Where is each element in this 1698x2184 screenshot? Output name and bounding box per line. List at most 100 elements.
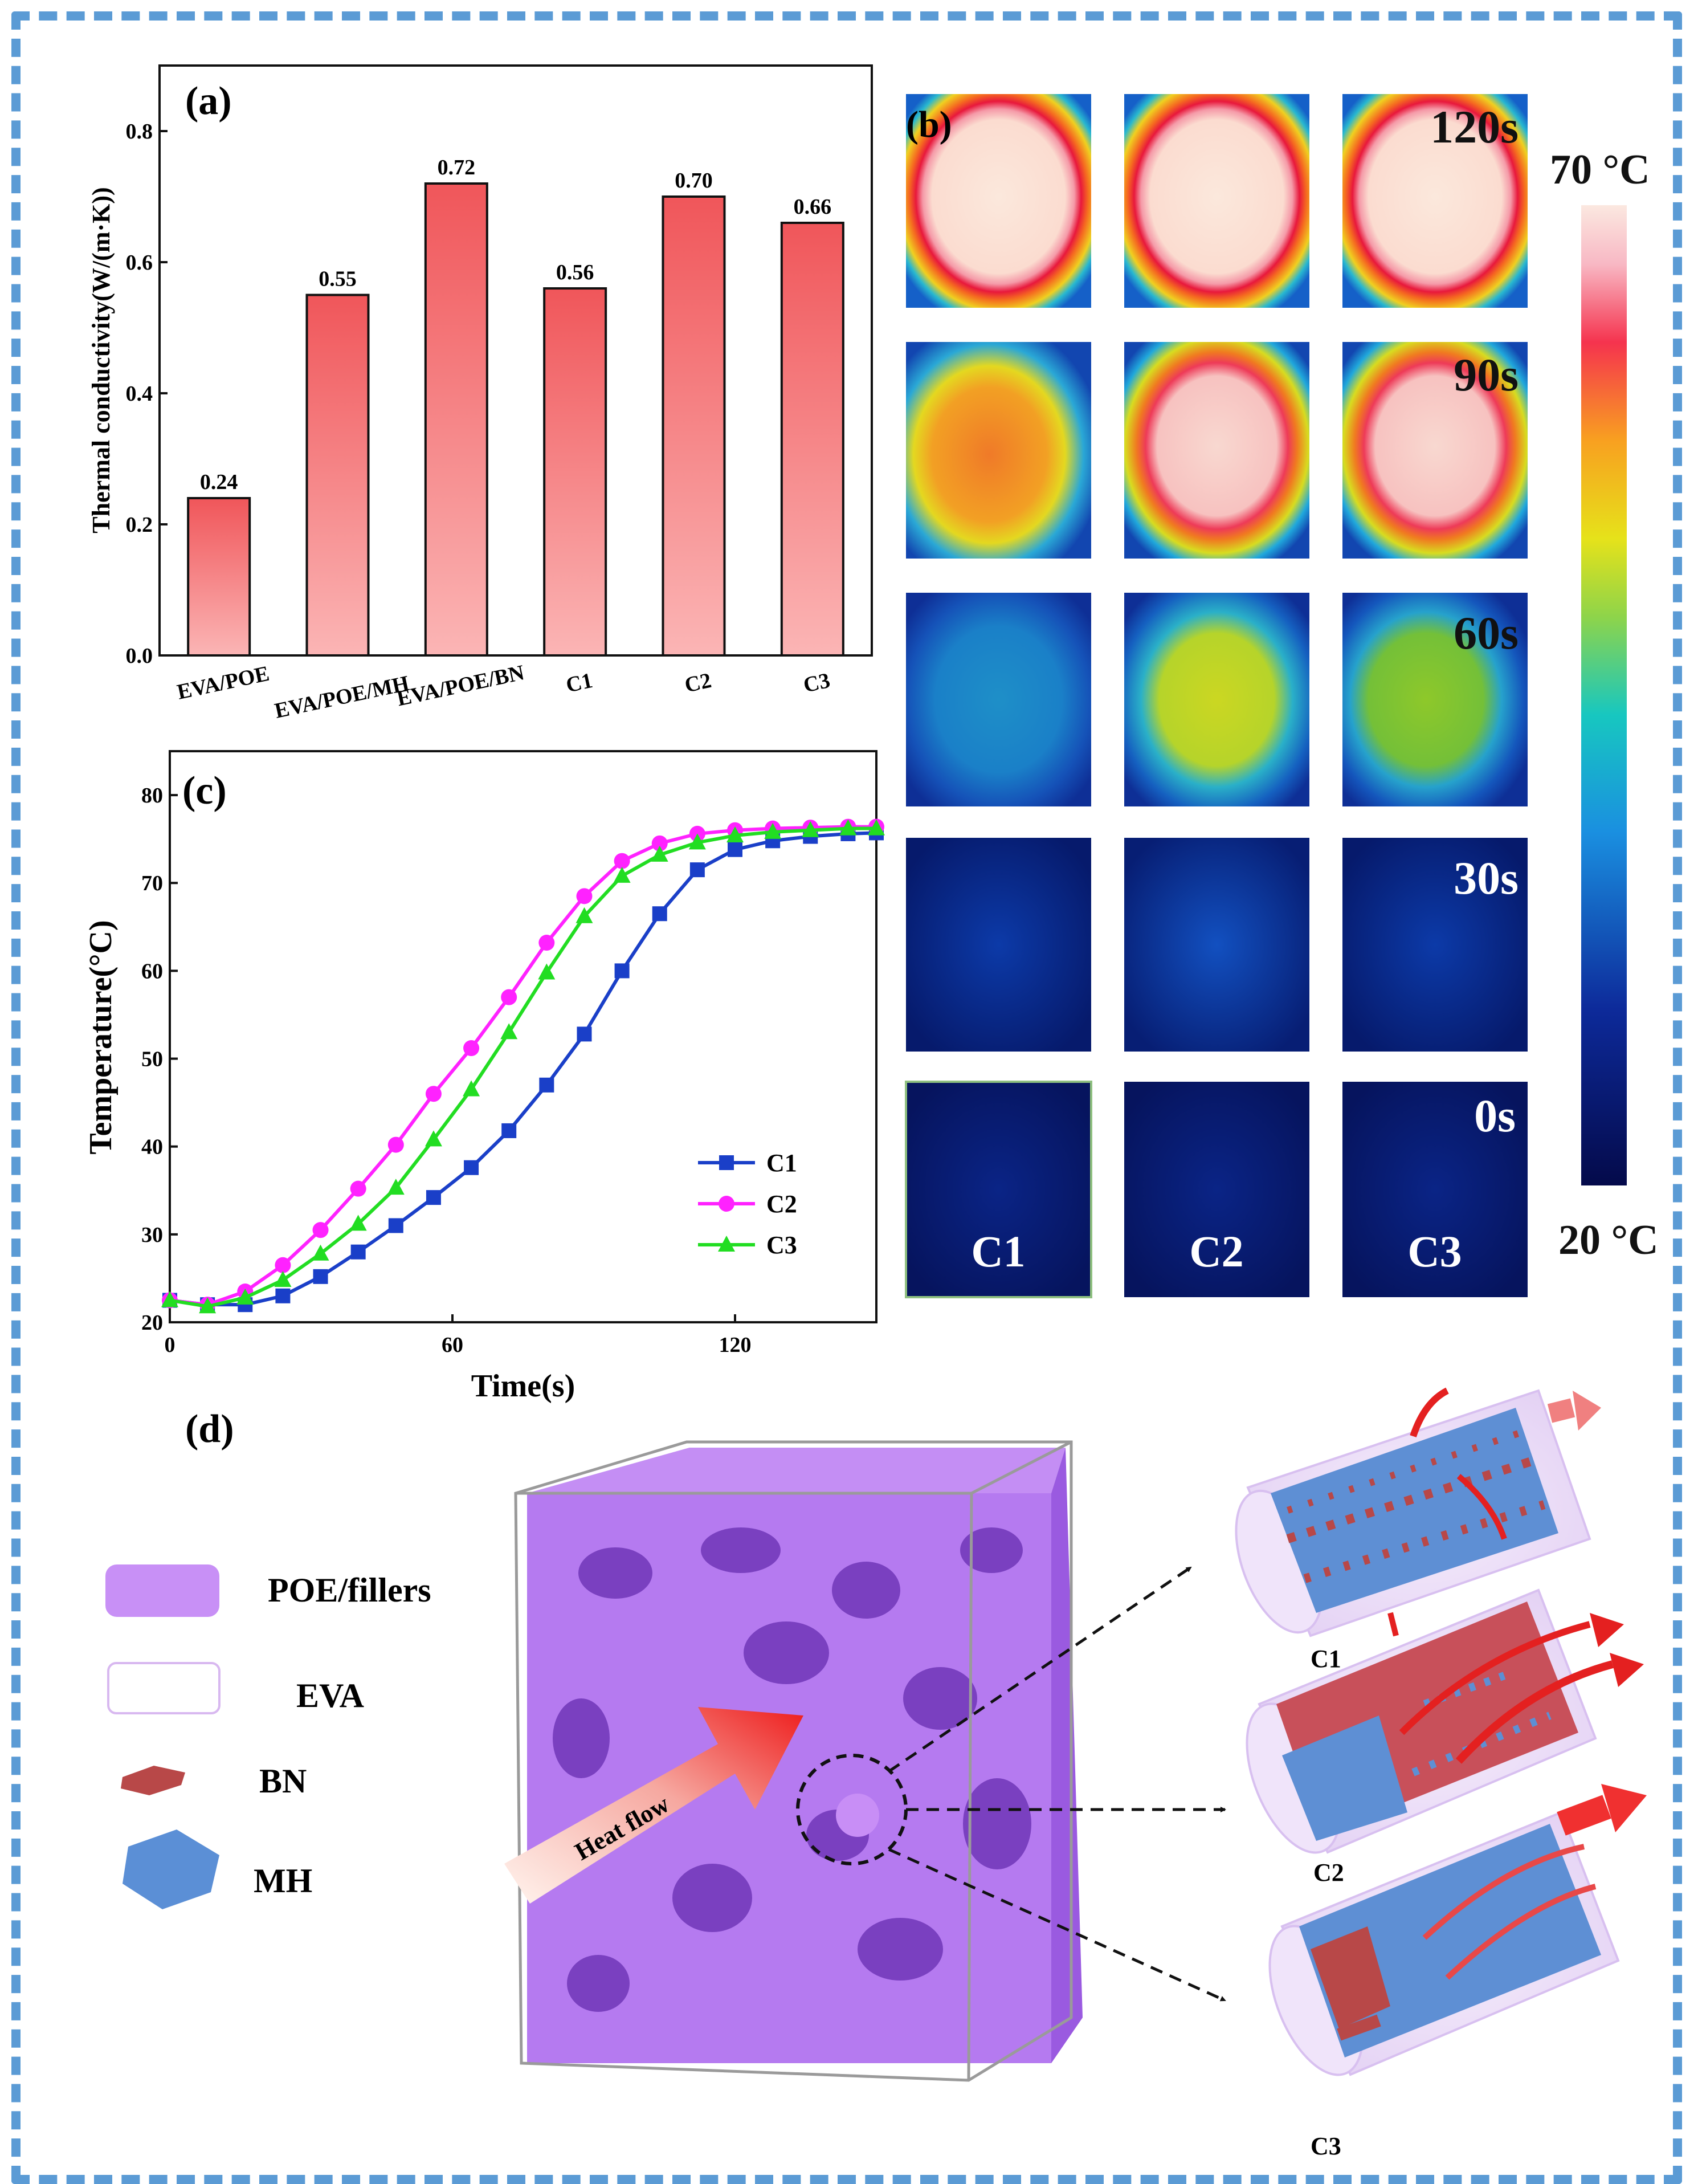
bar-eva-poe-mh xyxy=(305,294,370,657)
thermal-c2-30s xyxy=(1124,838,1309,1052)
poe-network-cube xyxy=(514,1440,1083,2082)
thermal-c3-60s xyxy=(1342,593,1528,806)
sample-label-c3: C3 xyxy=(1407,1227,1462,1276)
time-label-60s: 60s xyxy=(1454,607,1519,659)
a-y-tick-label: 0.6 xyxy=(126,251,153,275)
color-scale-bar xyxy=(1581,205,1627,1185)
panel-a-bar-chart: (a) 0.0 0.2 0.4 0.6 0.8 0.24 0.55 0.72 0.56 0.70… xyxy=(87,64,873,723)
series-point-c3 xyxy=(199,1297,217,1314)
bar-value-label: 0.72 xyxy=(438,156,476,180)
series-point-c3 xyxy=(274,1271,292,1287)
series-point-c2 xyxy=(463,1040,480,1057)
series-point-c1 xyxy=(539,1077,554,1093)
bar-value-label: 0.56 xyxy=(556,260,594,284)
tube-c1: C1 xyxy=(1235,1387,1601,1673)
series-point-c1 xyxy=(614,963,630,979)
a-y-tick-label: 0.0 xyxy=(126,644,153,668)
panel-c-label: (c) xyxy=(182,769,227,813)
panel-c-x-axis-title: Time(s) xyxy=(471,1368,575,1404)
legend-poe-label: POE/fillers xyxy=(268,1571,431,1609)
thermal-c1-120s xyxy=(906,94,1091,308)
panel-c-lines xyxy=(161,818,885,1314)
panel-a-y-ticks: 0.0 0.2 0.4 0.6 0.8 xyxy=(126,120,168,668)
time-label-30s: 30s xyxy=(1454,852,1519,904)
bar-category-label: C3 xyxy=(801,669,832,698)
c-y-tick-label: 70 xyxy=(141,871,163,895)
series-point-c2 xyxy=(425,1086,442,1102)
series-point-c1 xyxy=(689,862,705,878)
legend-bn-label: BN xyxy=(259,1762,307,1800)
series-point-c2 xyxy=(614,853,630,869)
series-point-c1 xyxy=(426,1190,441,1205)
c-x-tick-label: 60 xyxy=(442,1333,463,1357)
c-x-tick-label: 120 xyxy=(719,1333,752,1357)
sample-label-c1: C1 xyxy=(971,1227,1025,1276)
thermal-c2-60s xyxy=(1124,593,1309,806)
panel-a-plot-frame xyxy=(158,64,873,657)
time-label-120s: 120s xyxy=(1430,101,1519,153)
series-point-c3 xyxy=(839,819,857,836)
panel-b-label: (b) xyxy=(906,104,952,145)
legend-label-c3: C3 xyxy=(766,1231,797,1259)
legend-marker-c3 xyxy=(718,1236,735,1252)
legend-mh-label: MH xyxy=(254,1862,312,1900)
thermal-c2-0s xyxy=(1124,1082,1309,1297)
c-y-tick-label: 80 xyxy=(141,784,163,808)
thermal-c1-90s xyxy=(906,342,1091,559)
series-point-c3 xyxy=(387,1179,405,1195)
a-y-tick-label: 0.8 xyxy=(126,120,153,144)
panel-c-ticks: 0 60 120 20 30 40 50 60 70 80 xyxy=(141,784,752,1357)
panel-a-bars: 0.24 0.55 0.72 0.56 0.70 0.66 xyxy=(187,156,844,657)
thermal-c1-30s xyxy=(906,838,1091,1052)
color-scale-max: 70 °C xyxy=(1550,146,1650,193)
series-point-c3 xyxy=(236,1288,254,1305)
thermal-c3-0s xyxy=(1342,1082,1528,1297)
tube-c2-label: C2 xyxy=(1313,1859,1344,1886)
legend-eva-label: EVA xyxy=(296,1677,364,1714)
legend-bn-icon xyxy=(121,1766,185,1795)
zoom-sphere xyxy=(836,1794,879,1837)
series-point-c3 xyxy=(312,1244,329,1261)
thermal-c1-60s xyxy=(906,593,1091,806)
series-point-c3 xyxy=(764,822,782,839)
legend-mh-icon xyxy=(123,1829,219,1909)
tube-c3-label: C3 xyxy=(1311,2132,1341,2160)
series-point-c1 xyxy=(577,1026,592,1042)
thermal-c3-90s xyxy=(1342,342,1528,559)
tube-c1-label: C1 xyxy=(1311,1645,1341,1673)
color-scale-min: 20 °C xyxy=(1558,1217,1659,1264)
time-label-90s: 90s xyxy=(1454,349,1519,401)
legend-marker-c2 xyxy=(719,1196,734,1212)
legend-label-c2: C2 xyxy=(766,1190,797,1218)
c-x-tick-label: 0 xyxy=(165,1333,175,1357)
legend-eva-swatch xyxy=(107,1662,221,1714)
bar-c1 xyxy=(543,287,607,657)
series-point-c3 xyxy=(463,1080,480,1097)
thermal-c2-120s xyxy=(1124,94,1309,308)
series-point-c3 xyxy=(500,1023,518,1040)
series-point-c1 xyxy=(313,1269,328,1284)
legend-poe-swatch xyxy=(105,1564,219,1617)
bar-value-label: 0.66 xyxy=(794,195,832,219)
c-y-tick-label: 60 xyxy=(141,959,163,983)
time-label-0s: 0s xyxy=(1474,1090,1516,1142)
panel-a-label: (a) xyxy=(185,79,232,123)
series-point-c1 xyxy=(350,1244,366,1260)
series-point-c3 xyxy=(538,963,556,980)
series-point-c1 xyxy=(275,1288,291,1303)
panel-a-y-axis-title: Thermal conductivity(W/(m·K)) xyxy=(87,187,115,533)
series-point-c2 xyxy=(350,1180,366,1197)
thermal-c2-90s xyxy=(1124,342,1309,559)
series-point-c3 xyxy=(575,907,593,923)
series-point-c3 xyxy=(349,1215,367,1231)
panel-c-legend: C1 C2 C3 xyxy=(698,1149,797,1259)
series-point-c2 xyxy=(501,989,517,1005)
a-y-tick-label: 0.4 xyxy=(126,382,153,406)
series-point-c1 xyxy=(464,1160,479,1175)
thermal-c3-120s xyxy=(1342,94,1528,308)
bar-category-label: C1 xyxy=(564,669,595,698)
series-point-c2 xyxy=(538,935,555,951)
c-y-tick-label: 50 xyxy=(141,1048,163,1071)
series-point-c3 xyxy=(161,1291,178,1307)
